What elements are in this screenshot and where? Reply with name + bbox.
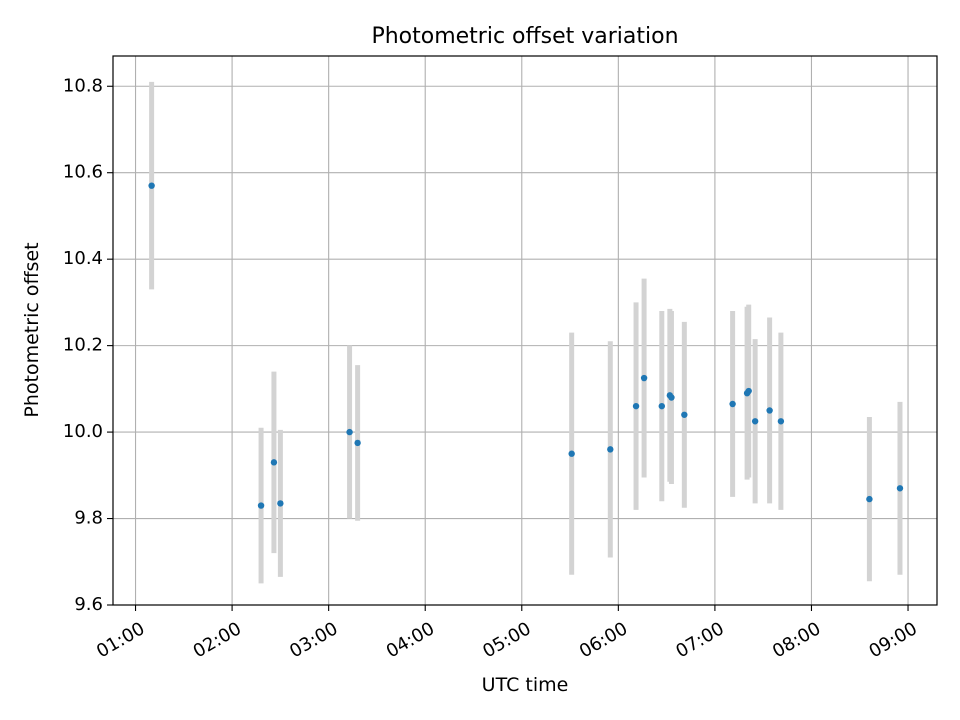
- data-point: [681, 411, 688, 418]
- y-tick-label: 10.8: [63, 75, 103, 96]
- y-tick-label: 10.0: [63, 421, 103, 442]
- data-point: [896, 485, 904, 492]
- data-point: [257, 502, 265, 509]
- data-point: [777, 418, 785, 425]
- data-point: [766, 407, 773, 414]
- y-tick-label: 10.4: [63, 248, 103, 269]
- data-point: [632, 402, 640, 410]
- data-point: [745, 387, 752, 395]
- data-point: [270, 459, 278, 466]
- data-point: [568, 450, 575, 457]
- data-point: [658, 402, 665, 410]
- data-point: [346, 428, 353, 436]
- data-point: [277, 500, 284, 507]
- chart-title: Photometric offset variation: [371, 24, 678, 49]
- y-tick-label: 9.6: [74, 594, 103, 615]
- data-point: [729, 400, 736, 408]
- grid-lines: [113, 56, 937, 606]
- plot-frame: [112, 55, 938, 606]
- data-point: [640, 374, 648, 382]
- data-points: [148, 182, 904, 509]
- y-tick-label: 10.6: [63, 162, 103, 183]
- data-point: [607, 446, 614, 453]
- data-point: [751, 418, 759, 425]
- data-point: [148, 182, 155, 189]
- x-axis-label: UTC time: [482, 674, 569, 696]
- y-axis-label: Photometric offset: [21, 242, 43, 417]
- data-point: [668, 394, 675, 401]
- y-axis-ticks: 9.6 9.8 10.0 10.2 10.4 10.6 10.8: [63, 75, 113, 615]
- data-point: [354, 439, 361, 447]
- data-point: [866, 495, 873, 503]
- y-tick-label: 10.2: [63, 335, 103, 356]
- y-tick-label: 9.8: [74, 508, 103, 529]
